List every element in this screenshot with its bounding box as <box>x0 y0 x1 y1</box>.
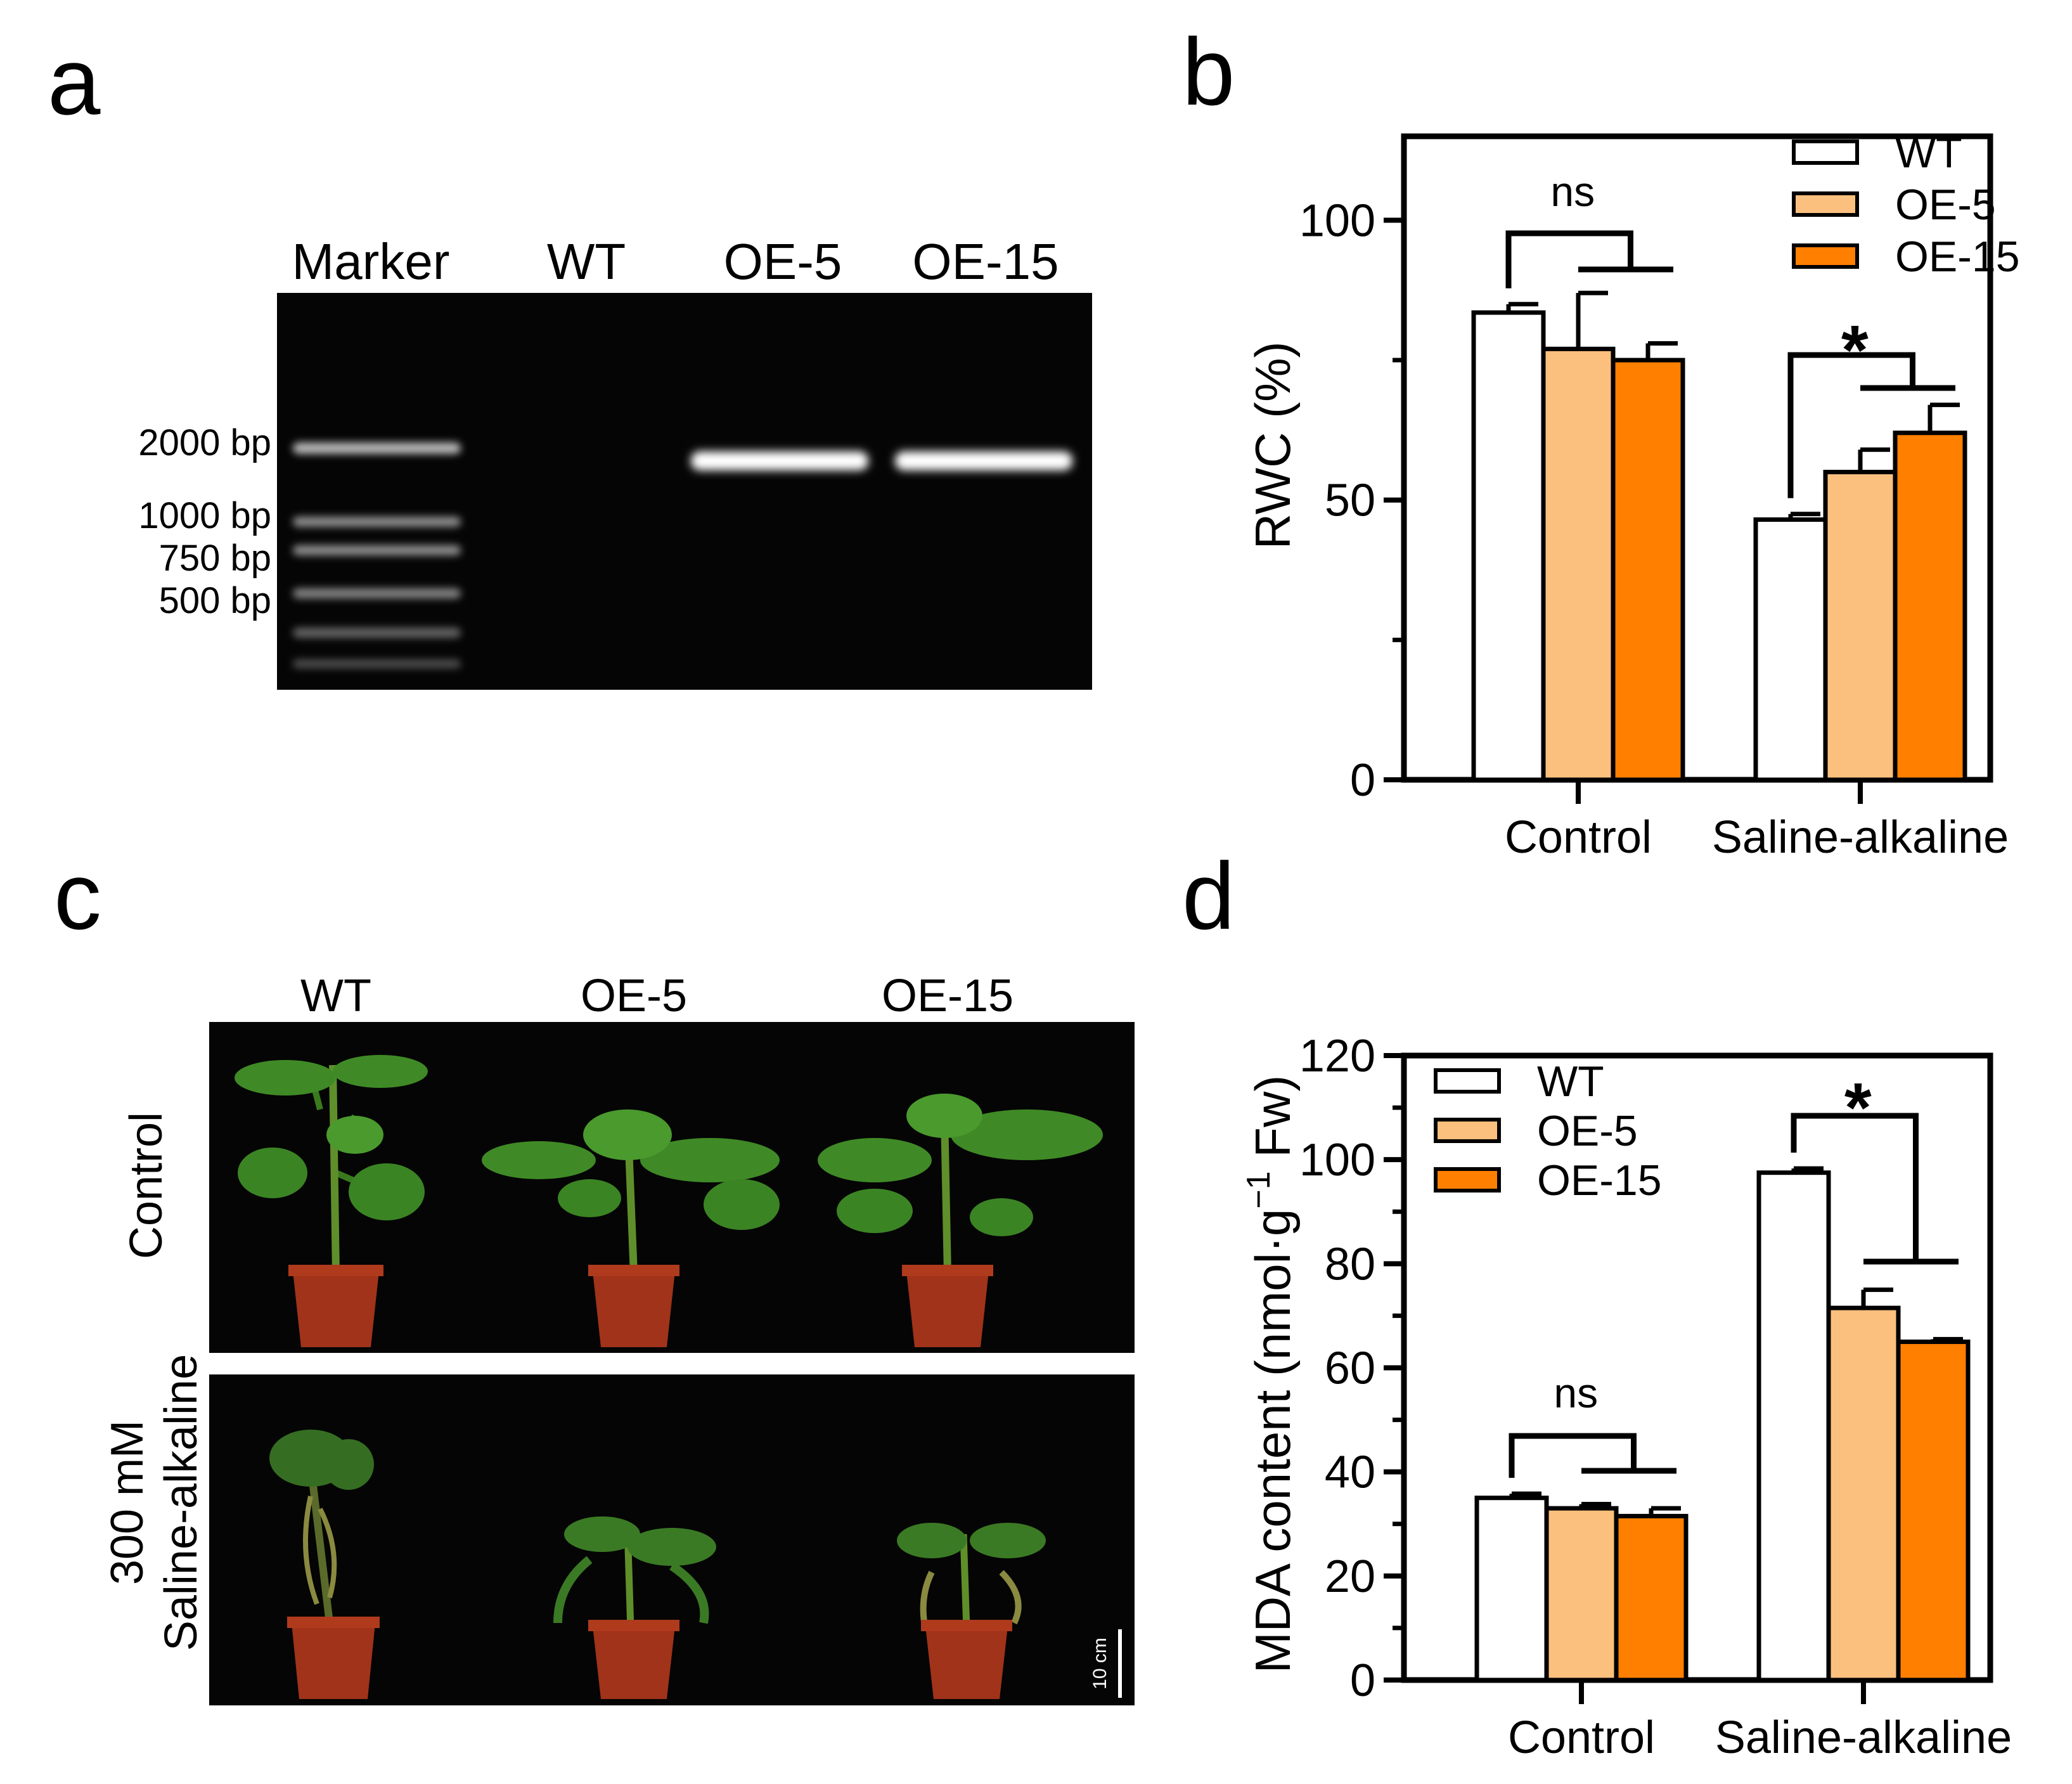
ladder-bands <box>293 443 461 668</box>
y-tick-label: 60 <box>1325 1343 1375 1394</box>
bar-oe-5-0 <box>1541 346 1616 782</box>
marker-label-500: 500 bp <box>159 580 271 621</box>
photo-col-wt: WT <box>300 971 371 1021</box>
plant-wt-control <box>235 1055 428 1347</box>
bar-oe-15-0 <box>1614 1513 1689 1683</box>
photo-row-control: Control <box>121 1112 172 1259</box>
significance-bracket <box>1787 352 1915 498</box>
significance-label: * <box>1841 311 1869 389</box>
bar-oe-5-1 <box>1826 1305 1901 1683</box>
legend-label-oe-15: OE-15 <box>1537 1156 1662 1205</box>
significance-bracket <box>1791 1113 1919 1262</box>
lane-label-wt: WT <box>547 233 626 290</box>
bar-oe-15-1 <box>1896 1339 1971 1683</box>
legend-swatch-oe-15 <box>1792 243 1859 269</box>
legend-swatch-oe-15 <box>1434 1167 1501 1193</box>
significance-bracket <box>1505 230 1633 288</box>
y-tick-label: 50 <box>1325 475 1375 526</box>
x-tick-label: Saline-alkaline <box>1715 1712 2012 1763</box>
gel-image <box>277 293 1092 690</box>
legend-label-wt: WT <box>1537 1057 1604 1106</box>
ladder-band <box>293 588 461 598</box>
ladder-band <box>293 517 461 527</box>
bar-wt-1 <box>1753 517 1828 782</box>
plant-oe5-saline <box>553 1516 716 1699</box>
y-tick-label: 0 <box>1350 755 1375 806</box>
legend-label-wt: WT <box>1895 129 1962 177</box>
bar-oe-15-1 <box>1893 430 1967 782</box>
bar-wt-1 <box>1756 1170 1831 1683</box>
bar-wt-0 <box>1474 1496 1549 1683</box>
y-tick-label: 40 <box>1325 1447 1375 1498</box>
photo-control <box>209 1022 1135 1353</box>
x-tick-label: Saline-alkaline <box>1712 812 2009 863</box>
marker-label-750: 750 bp <box>159 538 271 579</box>
panel-b-letter: b <box>1182 18 1235 125</box>
photo-col-oe5: OE-5 <box>581 971 687 1021</box>
lane-label-marker: Marker <box>292 233 450 290</box>
plant-oe5-control <box>482 1109 780 1347</box>
significance-label: * <box>1844 1069 1872 1147</box>
significance-label: ns <box>1550 168 1595 215</box>
legend-label-oe-5: OE-5 <box>1895 181 1996 229</box>
panel-d-letter: d <box>1182 843 1235 949</box>
plant-oe15-control <box>818 1094 1103 1347</box>
band-oe5 <box>691 451 868 470</box>
scale-bar-label: 10 cm <box>1090 1638 1110 1690</box>
significance-label: ns <box>1554 1369 1598 1416</box>
panel-a-letter: a <box>48 28 101 134</box>
plot-frame <box>1401 133 1993 783</box>
bar-oe-15-0 <box>1611 358 1685 782</box>
band-oe15 <box>895 451 1072 470</box>
ladder-band <box>293 659 461 668</box>
y-tick-label: 20 <box>1325 1551 1375 1602</box>
legend-swatch-wt <box>1792 139 1859 165</box>
marker-label-1000: 1000 bp <box>138 495 271 536</box>
lane-label-oe5: OE-5 <box>724 233 842 290</box>
bar-wt-0 <box>1471 310 1546 782</box>
lane-label-oe15: OE-15 <box>912 233 1059 290</box>
significance-bracket <box>1509 1433 1637 1478</box>
panel-b: b 0 50 100 RWC (%) Control Saline-alkaline ns *… <box>1182 18 2020 863</box>
bar-oe-5-0 <box>1544 1506 1619 1683</box>
panel-c: c WT OE-5 OE-15 Control 300 mM Saline-al… <box>54 843 1135 1705</box>
photo-row-treat-line2: Saline-alkaline <box>156 1354 207 1651</box>
y-axis-label: RWC (%) <box>1245 342 1301 550</box>
panel-a: a Marker WT OE-5 OE-15 2000 bp 1000 bp 7… <box>48 28 1092 690</box>
legend-label-oe-5: OE-5 <box>1537 1107 1638 1155</box>
legend-label-oe-15: OE-15 <box>1895 233 2020 281</box>
legend-swatch-oe-5 <box>1434 1118 1501 1143</box>
x-tick-label: Control <box>1508 1712 1655 1763</box>
y-axis-label: MDA content (nmol·g−1 Fw) <box>1240 1075 1301 1674</box>
legend-swatch-oe-5 <box>1792 191 1859 217</box>
panel-c-letter: c <box>54 843 101 949</box>
plant-wt-saline <box>269 1430 380 1699</box>
ladder-band <box>293 443 461 454</box>
legend-swatch-wt <box>1434 1068 1501 1094</box>
sample-bands <box>691 451 1072 470</box>
y-tick-label: 0 <box>1350 1655 1375 1706</box>
photo-col-oe15: OE-15 <box>882 971 1013 1021</box>
y-tick-label: 100 <box>1299 1135 1375 1186</box>
y-tick-label: 80 <box>1325 1239 1375 1290</box>
plant-oe15-saline <box>897 1523 1046 1699</box>
x-tick-label: Control <box>1505 812 1652 863</box>
y-tick-label: 100 <box>1299 195 1375 246</box>
bar-oe-5-1 <box>1823 470 1898 782</box>
photo-row-treat-line1: 300 mM <box>102 1420 153 1585</box>
marker-label-2000: 2000 bp <box>138 422 271 463</box>
photo-saline: 10 cm <box>209 1374 1135 1705</box>
chart-rwc: 0 50 100 RWC (%) Control Saline-alkaline ns * WT… <box>1245 129 2020 863</box>
ladder-band <box>293 628 461 638</box>
y-tick-label: 120 <box>1299 1031 1375 1082</box>
ladder-band <box>293 545 461 555</box>
